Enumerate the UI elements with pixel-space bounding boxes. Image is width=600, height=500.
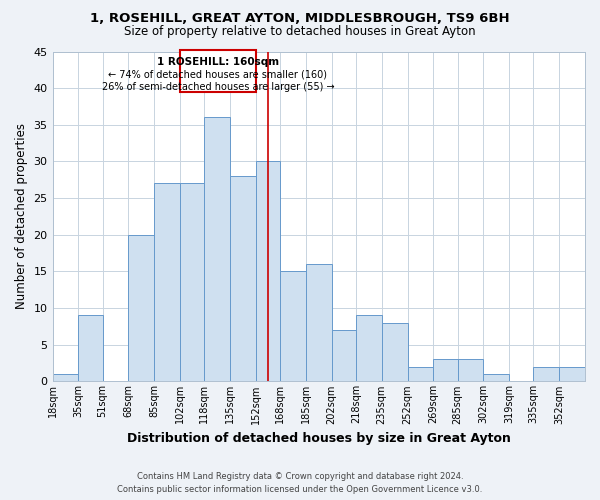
Bar: [382, 322, 407, 382]
Y-axis label: Number of detached properties: Number of detached properties: [15, 124, 28, 310]
Bar: [180, 184, 204, 382]
X-axis label: Distribution of detached houses by size in Great Ayton: Distribution of detached houses by size …: [127, 432, 511, 445]
Text: 26% of semi-detached houses are larger (55) →: 26% of semi-detached houses are larger (…: [101, 82, 334, 92]
Bar: [230, 176, 256, 382]
Bar: [79, 316, 103, 382]
Bar: [559, 366, 585, 382]
Bar: [484, 374, 509, 382]
Bar: [204, 118, 230, 382]
Text: Contains HM Land Registry data © Crown copyright and database right 2024.
Contai: Contains HM Land Registry data © Crown c…: [118, 472, 482, 494]
Text: 1, ROSEHILL, GREAT AYTON, MIDDLESBROUGH, TS9 6BH: 1, ROSEHILL, GREAT AYTON, MIDDLESBROUGH,…: [90, 12, 510, 26]
Bar: [128, 235, 154, 382]
Bar: [433, 360, 458, 382]
Bar: [306, 264, 332, 382]
Bar: [180, 50, 256, 92]
Bar: [356, 316, 382, 382]
Text: Size of property relative to detached houses in Great Ayton: Size of property relative to detached ho…: [124, 25, 476, 38]
Text: 1 ROSEHILL: 160sqm: 1 ROSEHILL: 160sqm: [157, 56, 279, 66]
Bar: [458, 360, 484, 382]
Bar: [407, 366, 433, 382]
Bar: [533, 366, 559, 382]
Bar: [53, 374, 79, 382]
Bar: [154, 184, 180, 382]
Bar: [332, 330, 356, 382]
Bar: [280, 272, 306, 382]
Bar: [256, 162, 280, 382]
Text: ← 74% of detached houses are smaller (160): ← 74% of detached houses are smaller (16…: [109, 70, 328, 80]
